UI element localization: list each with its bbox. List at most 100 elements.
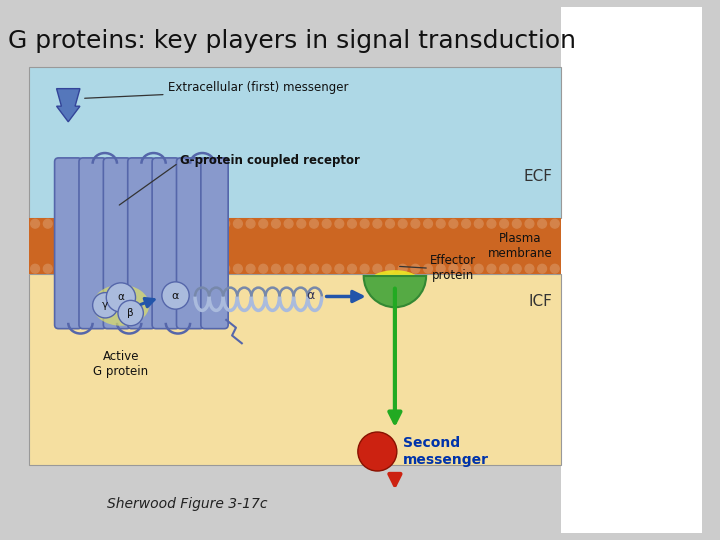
Circle shape [68, 264, 78, 273]
Circle shape [525, 264, 534, 273]
Circle shape [538, 219, 546, 228]
Circle shape [120, 264, 128, 273]
Circle shape [259, 264, 268, 273]
Circle shape [449, 264, 458, 273]
Circle shape [297, 219, 306, 228]
Circle shape [246, 219, 255, 228]
FancyBboxPatch shape [79, 158, 107, 329]
Ellipse shape [93, 285, 149, 326]
Circle shape [68, 219, 78, 228]
Circle shape [323, 264, 331, 273]
Circle shape [107, 219, 115, 228]
Circle shape [373, 264, 382, 273]
Circle shape [145, 219, 153, 228]
Circle shape [81, 219, 90, 228]
Text: Second
messenger: Second messenger [402, 436, 489, 467]
Text: Sherwood Figure 3-17c: Sherwood Figure 3-17c [107, 497, 268, 511]
Circle shape [423, 264, 433, 273]
Circle shape [132, 264, 141, 273]
Circle shape [550, 219, 559, 228]
Circle shape [271, 264, 280, 273]
FancyBboxPatch shape [176, 158, 204, 329]
Circle shape [513, 219, 521, 228]
Circle shape [373, 219, 382, 228]
FancyBboxPatch shape [30, 67, 561, 218]
Wedge shape [364, 276, 426, 307]
Circle shape [233, 264, 243, 273]
Circle shape [360, 264, 369, 273]
Circle shape [158, 219, 166, 228]
Circle shape [449, 219, 458, 228]
Text: G proteins: key players in signal transduction: G proteins: key players in signal transd… [8, 29, 576, 53]
FancyBboxPatch shape [104, 158, 130, 329]
Circle shape [208, 219, 217, 228]
Circle shape [31, 264, 40, 273]
FancyBboxPatch shape [30, 218, 561, 274]
Circle shape [538, 264, 546, 273]
Circle shape [196, 264, 204, 273]
Circle shape [158, 264, 166, 273]
Circle shape [271, 219, 280, 228]
Circle shape [183, 264, 192, 273]
Circle shape [162, 282, 189, 309]
Circle shape [525, 219, 534, 228]
Circle shape [462, 264, 470, 273]
Circle shape [196, 219, 204, 228]
Circle shape [94, 219, 103, 228]
Circle shape [221, 219, 230, 228]
Text: β: β [127, 308, 134, 318]
Circle shape [208, 264, 217, 273]
FancyBboxPatch shape [561, 6, 702, 534]
Text: Effector
protein: Effector protein [430, 254, 476, 282]
Text: ECF: ECF [524, 168, 553, 184]
Circle shape [462, 219, 470, 228]
Circle shape [386, 264, 395, 273]
Circle shape [170, 264, 179, 273]
Text: Active
G protein: Active G protein [94, 350, 148, 378]
Circle shape [284, 219, 293, 228]
Circle shape [145, 264, 153, 273]
Circle shape [120, 219, 128, 228]
Circle shape [436, 219, 445, 228]
Circle shape [132, 219, 141, 228]
Text: α: α [306, 289, 314, 302]
Circle shape [43, 219, 52, 228]
Circle shape [550, 264, 559, 273]
Circle shape [474, 219, 483, 228]
Circle shape [56, 219, 65, 228]
Circle shape [348, 264, 356, 273]
Text: α: α [172, 291, 179, 300]
Circle shape [513, 264, 521, 273]
Circle shape [94, 264, 103, 273]
Circle shape [323, 219, 331, 228]
Text: Plasma
membrane: Plasma membrane [488, 232, 553, 260]
Text: G-protein coupled receptor: G-protein coupled receptor [181, 154, 360, 167]
Circle shape [487, 264, 496, 273]
Circle shape [348, 219, 356, 228]
Circle shape [436, 264, 445, 273]
Text: Extracellular (first) messenger: Extracellular (first) messenger [168, 80, 348, 93]
Circle shape [360, 219, 369, 228]
Circle shape [423, 219, 433, 228]
Text: γ: γ [102, 300, 109, 310]
Circle shape [118, 300, 143, 326]
Circle shape [398, 264, 407, 273]
FancyBboxPatch shape [152, 158, 179, 329]
Text: α: α [117, 293, 125, 302]
FancyBboxPatch shape [127, 158, 155, 329]
Circle shape [107, 283, 135, 312]
Circle shape [43, 264, 52, 273]
Circle shape [170, 219, 179, 228]
Circle shape [398, 219, 407, 228]
Circle shape [81, 264, 90, 273]
Circle shape [107, 264, 115, 273]
Text: ICF: ICF [529, 294, 553, 309]
Polygon shape [57, 89, 80, 122]
FancyBboxPatch shape [55, 158, 82, 329]
Circle shape [183, 219, 192, 228]
Circle shape [93, 293, 118, 318]
Circle shape [335, 219, 343, 228]
Circle shape [474, 264, 483, 273]
Circle shape [411, 264, 420, 273]
Circle shape [297, 264, 306, 273]
